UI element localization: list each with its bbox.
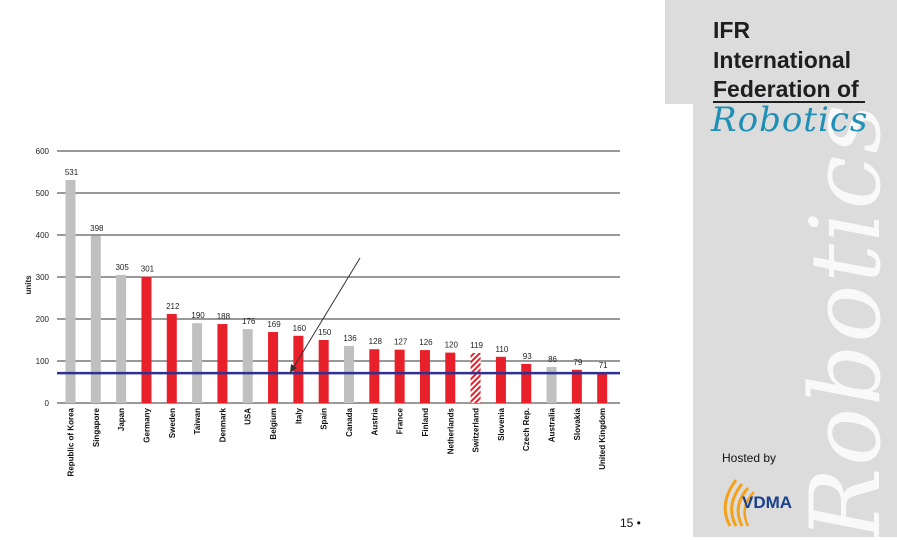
- bar: [597, 373, 608, 403]
- data-label: 531: [65, 168, 79, 177]
- bar: [521, 363, 532, 403]
- annotation-arrow-group: [290, 257, 361, 373]
- bar: [419, 350, 430, 403]
- category-label: Czech Rep.: [522, 408, 531, 451]
- bar-chart: 0 100 200 300 400 500 600 531 398 305 301 212 190 18…: [24, 147, 620, 476]
- brand-underline: [713, 101, 865, 103]
- category-label: Denmark: [218, 407, 227, 442]
- y-tick-label: 500: [36, 189, 50, 198]
- data-label: 169: [267, 320, 281, 329]
- header-panel: [665, 0, 897, 104]
- bar: [445, 352, 456, 403]
- bar: [495, 356, 506, 403]
- bar: [242, 329, 253, 403]
- data-label: 136: [343, 334, 357, 343]
- category-label: Switzerland: [472, 408, 481, 453]
- category-label: Finland: [421, 408, 430, 437]
- category-label: Netherlands: [446, 407, 455, 454]
- brand-title-line-2: International: [713, 47, 852, 73]
- data-label: 212: [166, 302, 180, 311]
- data-label: 176: [242, 317, 256, 326]
- bar: [318, 340, 329, 403]
- category-label: Italy: [294, 407, 303, 424]
- bar: [217, 324, 228, 403]
- category-label: Austria: [370, 407, 379, 435]
- category-label: Singapore: [92, 407, 101, 447]
- data-label: 128: [369, 337, 383, 346]
- category-label: United Kingdom: [598, 408, 607, 470]
- vdma-swoosh-icon: [723, 479, 755, 527]
- page-number: 15 •: [620, 516, 641, 530]
- data-label: 398: [90, 224, 104, 233]
- bar: [65, 179, 76, 403]
- category-label: Taiwan: [193, 408, 202, 435]
- y-tick-label: 100: [36, 357, 50, 366]
- y-axis-tick-labels: 0 100 200 300 400 500 600: [36, 147, 50, 408]
- category-label: Belgium: [269, 408, 278, 440]
- data-label: 190: [191, 311, 205, 320]
- chart-data-labels: 531 398 305 301 212 190 188 176 169 160 150 136 128 1…: [65, 168, 608, 370]
- bar: [166, 313, 177, 403]
- bar: [293, 335, 304, 403]
- y-tick-label: 400: [36, 231, 50, 240]
- bar: [268, 332, 279, 403]
- y-tick-label: 600: [36, 147, 50, 156]
- category-label: Japan: [117, 408, 126, 431]
- category-label: Sweden: [168, 408, 177, 438]
- robotics-watermark: Robotics: [790, 102, 897, 540]
- category-label: Germany: [142, 407, 151, 442]
- data-label: 110: [496, 345, 509, 354]
- bar: [571, 369, 582, 403]
- data-label: 119: [470, 341, 483, 350]
- bar: [546, 366, 557, 403]
- category-label: Slovenia: [497, 407, 506, 440]
- annotation-arrow-head: [290, 364, 297, 373]
- bar: [369, 349, 380, 403]
- chart-gridlines: [57, 150, 620, 404]
- y-tick-label: 200: [36, 315, 50, 324]
- y-tick-label: 300: [36, 273, 50, 282]
- category-label: Slovakia: [573, 407, 582, 440]
- y-tick-label: 0: [45, 399, 50, 408]
- chart-bars: [65, 179, 608, 403]
- data-label: 93: [523, 352, 532, 361]
- data-label: 160: [293, 324, 307, 333]
- brand-title-line-1: IFR: [713, 17, 751, 43]
- category-label: USA: [244, 408, 253, 425]
- data-label: 79: [573, 358, 582, 367]
- bar: [141, 276, 152, 403]
- data-label: 86: [548, 355, 557, 364]
- brand-script-logo: Robotics: [711, 100, 869, 140]
- data-label: 71: [599, 361, 608, 370]
- bar: [192, 323, 203, 403]
- category-label: Australia: [548, 407, 557, 442]
- data-label: 150: [318, 328, 332, 337]
- category-label: Republic of Korea: [67, 407, 76, 476]
- category-label: Spain: [320, 408, 329, 430]
- data-label: 120: [445, 341, 459, 350]
- bar: [470, 353, 481, 403]
- vdma-logo: VDMA: [723, 479, 792, 527]
- y-axis-title: units: [24, 275, 33, 295]
- bar: [116, 274, 127, 403]
- data-label: 127: [394, 338, 408, 347]
- vdma-wordmark: VDMA: [742, 493, 792, 512]
- data-label: 188: [217, 312, 231, 321]
- bar: [344, 345, 354, 403]
- x-axis-category-labels: Republic of Korea Singapore Japan Germany Sw…: [67, 407, 608, 476]
- data-label: 301: [141, 265, 155, 274]
- category-label: France: [396, 407, 405, 434]
- side-panel: [693, 104, 897, 537]
- bar: [394, 349, 405, 403]
- category-label: Canada: [345, 407, 354, 436]
- data-label: 126: [419, 338, 433, 347]
- annotation-arrow-line: [291, 257, 361, 371]
- hosted-by-label: Hosted by: [722, 451, 777, 465]
- data-label: 305: [115, 263, 129, 272]
- brand-title-line-3: Federation of: [713, 76, 859, 102]
- bar: [90, 235, 101, 403]
